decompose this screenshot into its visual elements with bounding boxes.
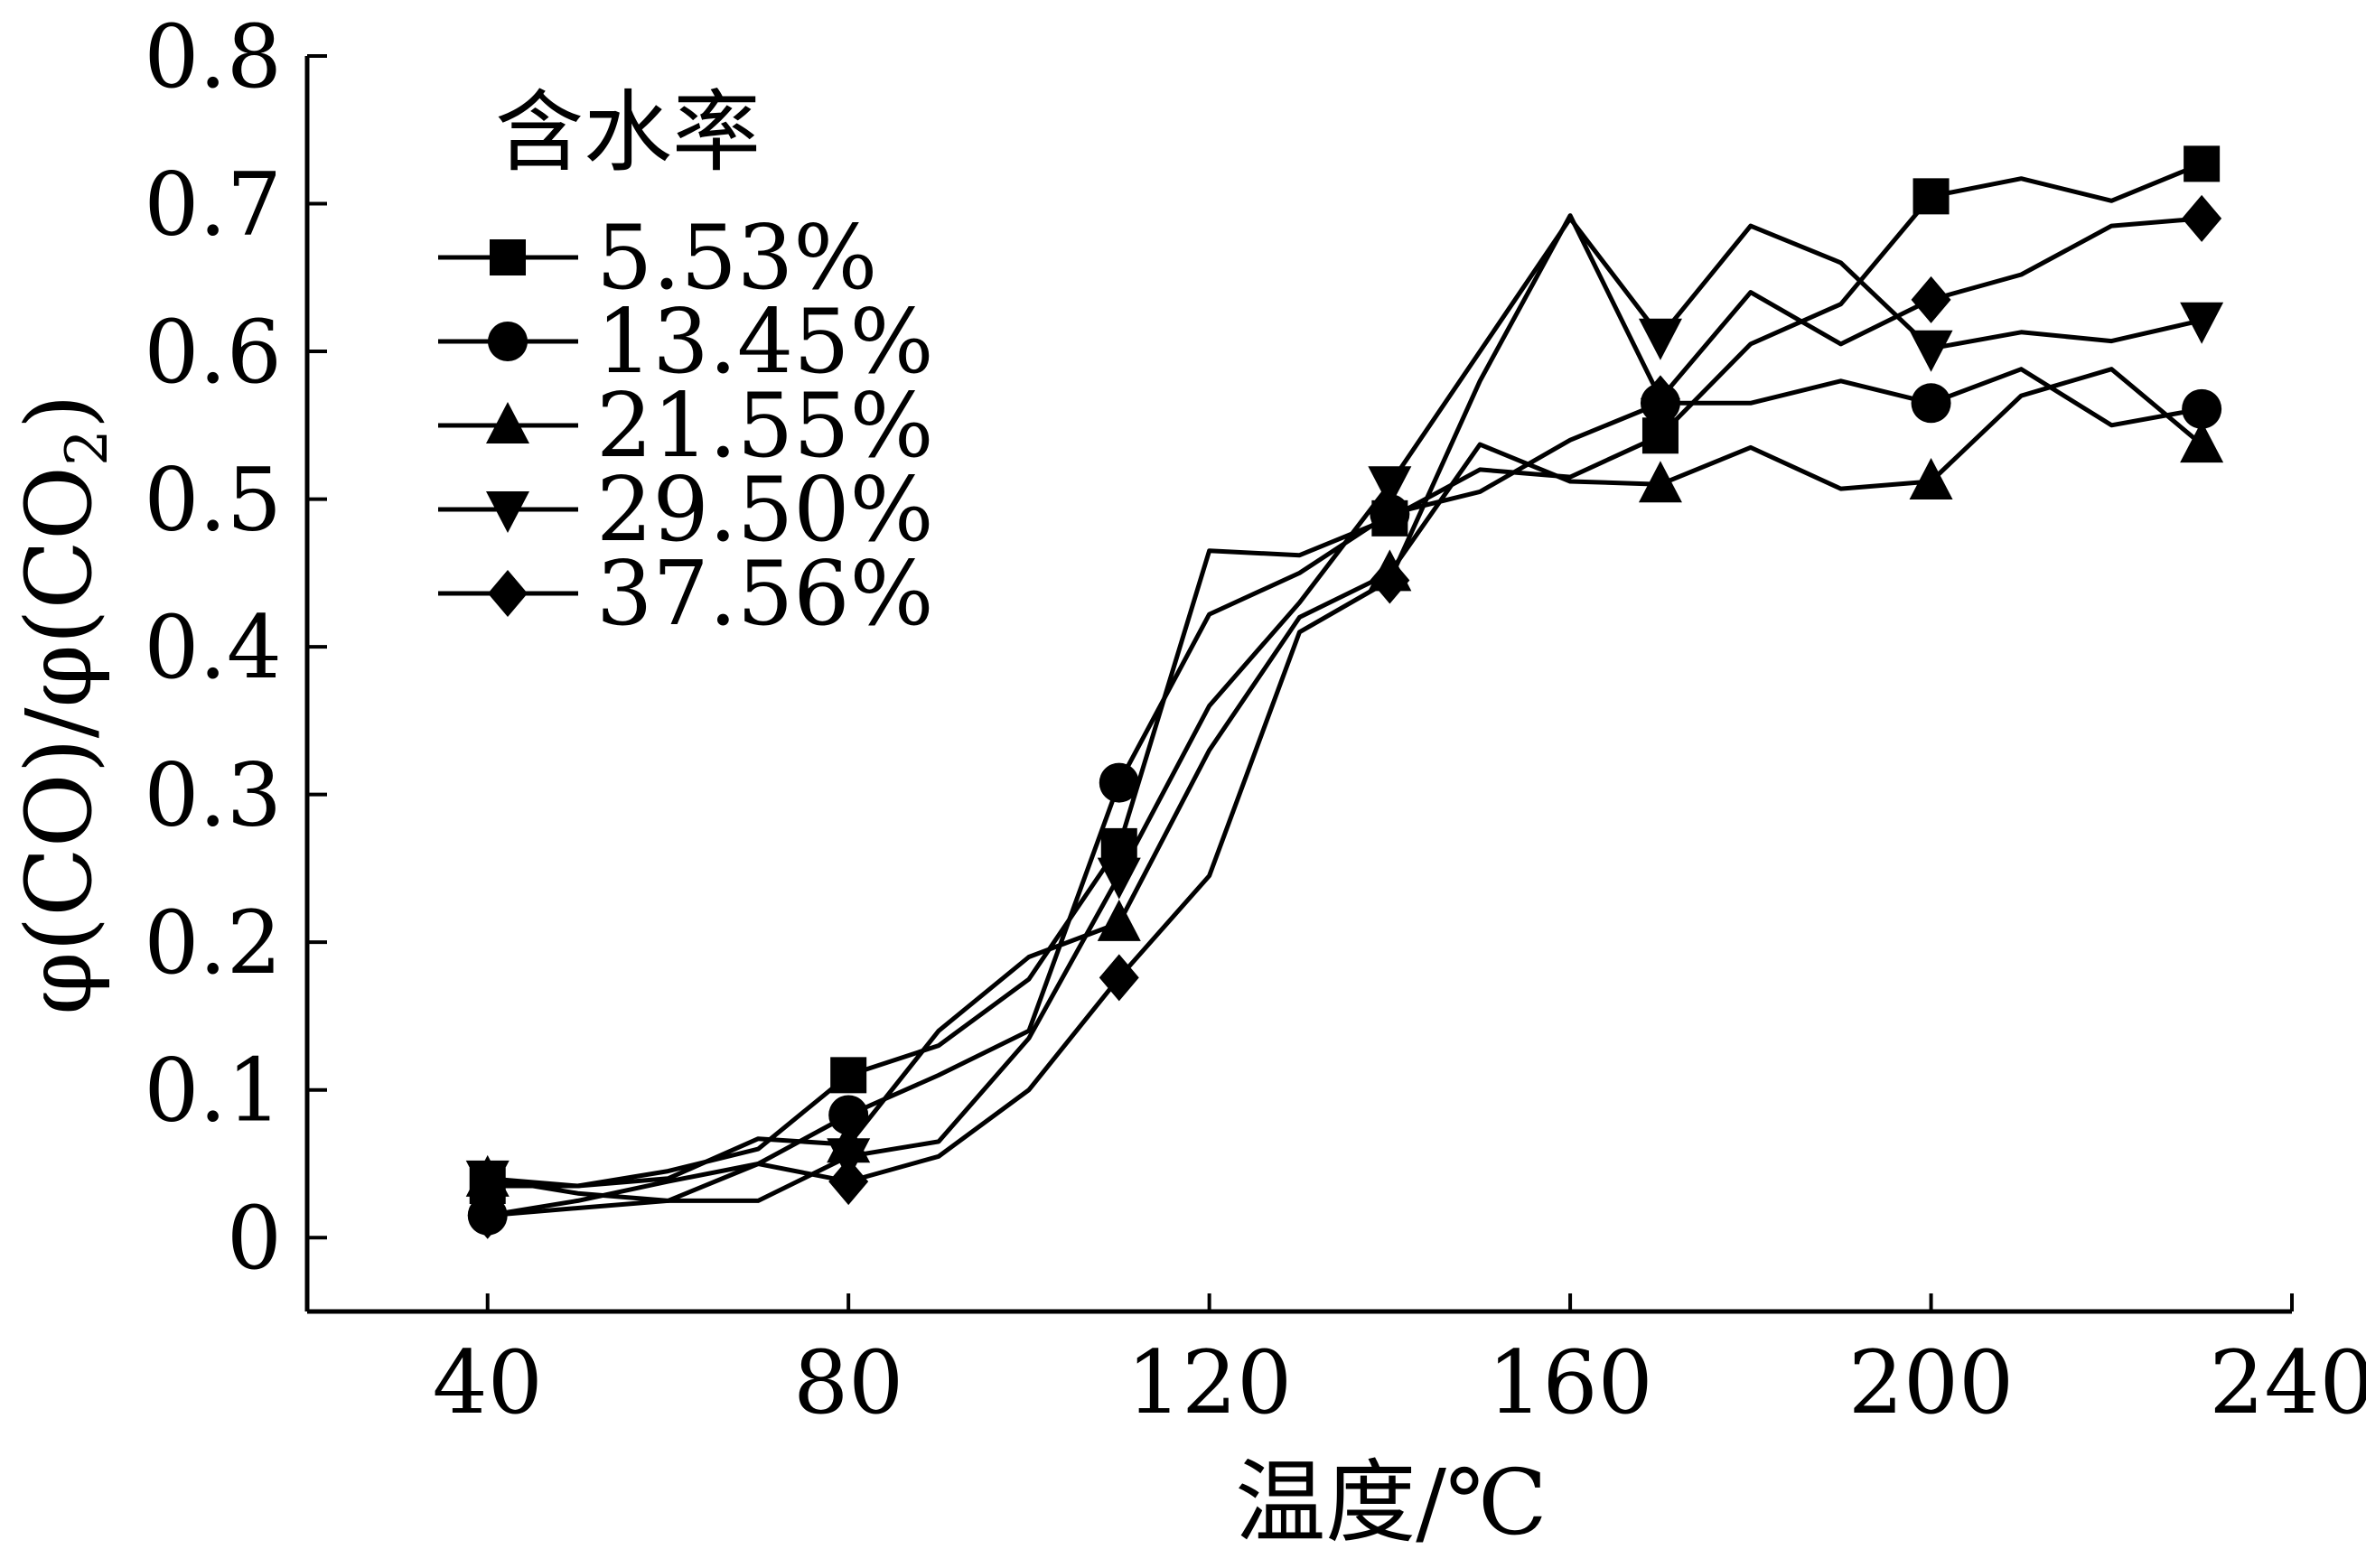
x-axis-label: 温度/℃ xyxy=(1235,1450,1548,1555)
y-tick-label-0: 0 xyxy=(227,1188,282,1289)
data-point-4-200 xyxy=(1911,275,1951,323)
x-tick-label-80: 80 xyxy=(793,1332,903,1433)
legend-marker-3 xyxy=(486,491,529,533)
data-point-3-170 xyxy=(1638,318,1682,360)
data-point-4-40 xyxy=(467,1191,508,1239)
data-point-3-230 xyxy=(2180,302,2224,344)
legend-entry-1: 13.45% xyxy=(438,291,934,394)
data-point-1-110 xyxy=(1099,762,1139,803)
y-tick-label-4: 0.4 xyxy=(144,597,282,698)
data-point-0-230 xyxy=(2184,145,2221,182)
y-tick-label-8: 0.8 xyxy=(144,6,282,107)
series-line-4 xyxy=(487,213,2202,1218)
axes xyxy=(304,56,2292,1314)
series-layer xyxy=(465,145,2224,1239)
x-tick-label-200: 200 xyxy=(1848,1332,2014,1433)
data-point-4-80 xyxy=(828,1158,869,1206)
y-axis-label: φ(CO)/φ(CO2) xyxy=(6,394,121,1015)
y-tick-label-3: 0.3 xyxy=(144,745,282,846)
legend-marker-4 xyxy=(488,570,528,617)
legend: 含水率 5.53%13.45%21.55%29.50%37.56% xyxy=(438,81,934,646)
data-point-1-80 xyxy=(828,1095,869,1135)
legend-label-2: 21.55% xyxy=(596,375,934,478)
data-point-0-80 xyxy=(830,1057,867,1094)
x-tick-label-160: 160 xyxy=(1487,1332,1652,1433)
data-point-2-230 xyxy=(2180,421,2224,463)
data-point-2-200 xyxy=(1909,457,1953,499)
y-tick-label-2: 0.2 xyxy=(144,892,282,994)
data-point-1-200 xyxy=(1911,383,1951,424)
data-point-0-170 xyxy=(1641,417,1679,454)
series-line-2 xyxy=(487,367,2203,1189)
data-point-4-230 xyxy=(2182,194,2222,242)
legend-label-1: 13.45% xyxy=(596,291,934,394)
data-point-2-110 xyxy=(1097,899,1141,941)
data-point-1-140 xyxy=(1370,493,1410,534)
x-tick-label-120: 120 xyxy=(1127,1332,1292,1433)
data-point-0-200 xyxy=(1912,178,1950,215)
x-tick-label-240: 240 xyxy=(2209,1332,2366,1433)
legend-entry-4: 37.56% xyxy=(438,543,934,646)
legend-marker-1 xyxy=(488,322,528,361)
legend-title: 含水率 xyxy=(495,81,761,184)
y-tick-label-7: 0.7 xyxy=(144,154,282,256)
ticks: 40 80 120 160 200 240 0 0.1 0.2 0.3 0.4 0.5 0.6 0.7 0.… xyxy=(144,6,2366,1433)
data-point-4-170 xyxy=(1640,375,1680,423)
series-4 xyxy=(467,194,2222,1239)
legend-entry-3: 29.50% xyxy=(438,459,934,562)
data-point-3-200 xyxy=(1909,330,1953,372)
data-point-1-230 xyxy=(2182,388,2222,429)
y-tick-label-6: 0.6 xyxy=(144,302,282,403)
series-3 xyxy=(465,216,2224,1203)
y-axis-label-end: ) xyxy=(6,394,112,429)
legend-entry-2: 21.55% xyxy=(438,375,934,478)
y-tick-label-5: 0.5 xyxy=(144,450,282,551)
data-point-2-170 xyxy=(1638,461,1682,503)
y-axis-label-subscript: 2 xyxy=(54,429,121,466)
data-point-3-110 xyxy=(1097,857,1141,900)
x-tick-label-40: 40 xyxy=(433,1332,543,1433)
legend-label-4: 37.56% xyxy=(596,543,934,646)
legend-marker-2 xyxy=(486,402,529,443)
data-point-4-140 xyxy=(1370,556,1410,604)
data-point-4-110 xyxy=(1099,954,1139,1002)
data-point-3-40 xyxy=(465,1160,510,1202)
legend-entry-0: 5.53% xyxy=(438,207,877,310)
legend-label-3: 29.50% xyxy=(596,459,934,562)
y-axis-label-main: φ(CO)/φ(CO xyxy=(6,466,112,1015)
y-tick-label-1: 0.1 xyxy=(144,1041,282,1142)
legend-marker-0 xyxy=(490,239,526,275)
data-point-3-140 xyxy=(1368,466,1412,509)
legend-label-0: 5.53% xyxy=(596,207,877,310)
